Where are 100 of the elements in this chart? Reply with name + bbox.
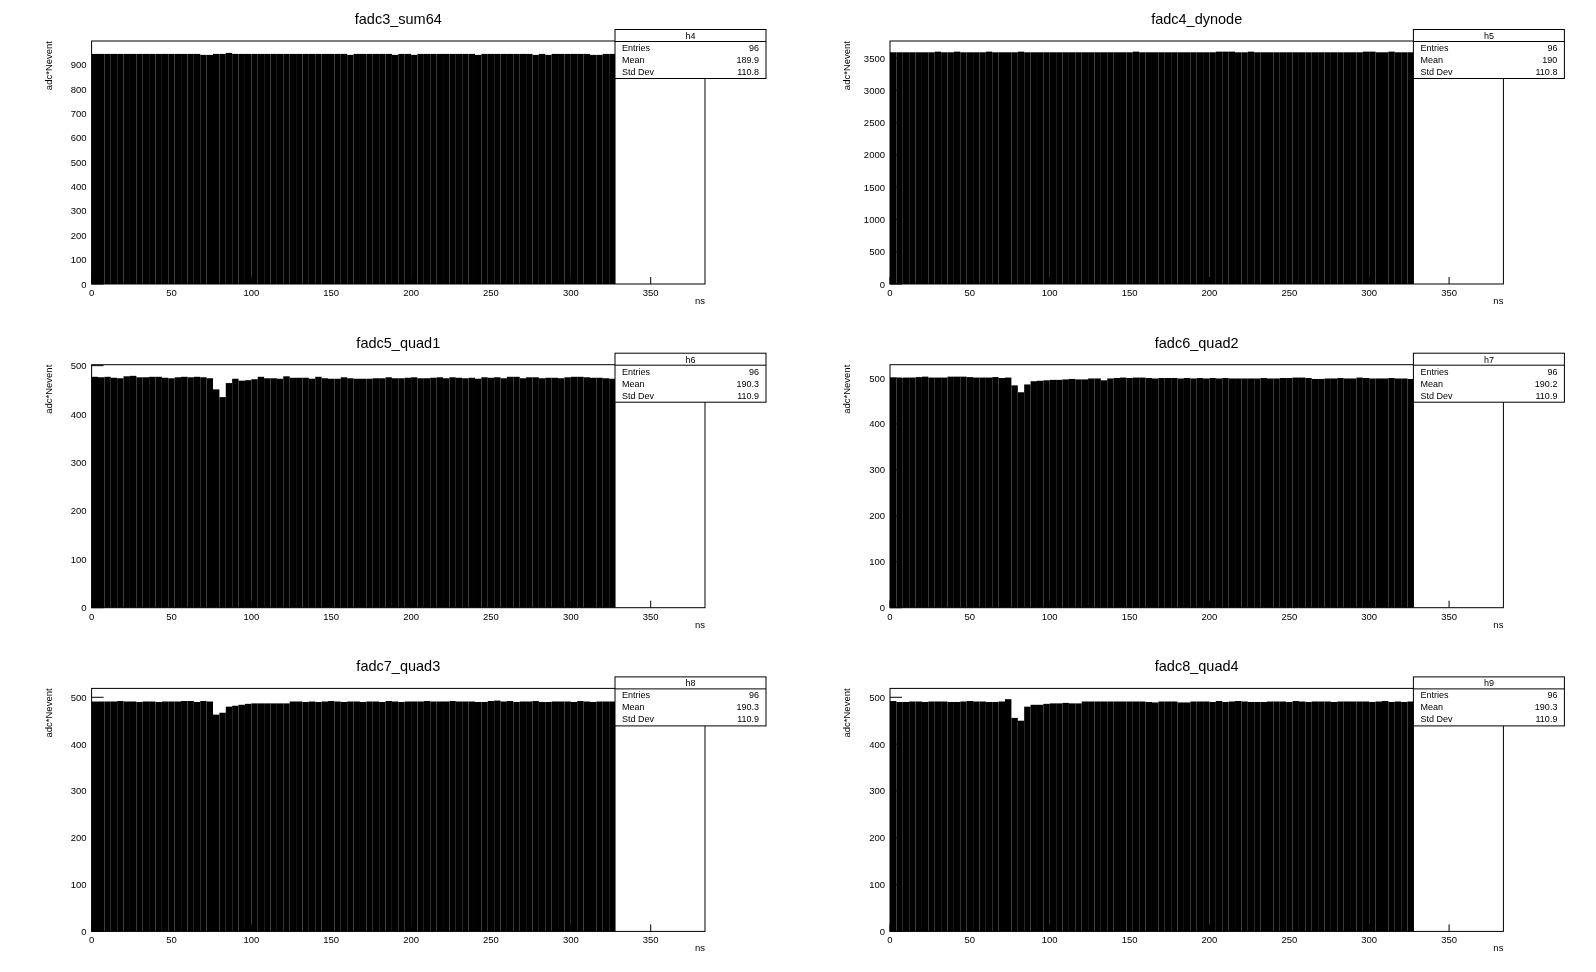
x-tick-label: 200	[1201, 934, 1218, 946]
y-tick-label: 1000	[863, 213, 885, 225]
annotation: Mean	[1420, 55, 1443, 65]
annotation: Std Dev	[622, 67, 655, 77]
y-tick-label: 3000	[863, 84, 885, 96]
y-tick-label: 300	[869, 785, 885, 797]
y-tick-label: 500	[70, 360, 87, 372]
annotation: Std Dev	[1420, 714, 1453, 725]
annotation: Mean	[622, 55, 645, 65]
y-tick-label: 0	[879, 278, 885, 290]
x-tick-label: 100	[1041, 287, 1058, 298]
chart-title: fadc6_quad2	[1154, 334, 1239, 351]
y-tick-label: 400	[70, 738, 87, 750]
annotation: Entries	[1420, 690, 1449, 701]
x-tick-label: 350	[642, 610, 659, 622]
y-tick-label: 600	[70, 132, 87, 144]
y-tick-label: 500	[869, 246, 885, 258]
y-tick-label: 300	[869, 464, 885, 476]
y-tick-label: 3500	[863, 52, 885, 64]
text: 96	[1547, 43, 1558, 53]
y-tick-label: 200	[70, 832, 87, 844]
y-tick-label: 0	[81, 925, 87, 937]
text: h8	[685, 678, 696, 689]
y-tick-label: 800	[70, 83, 87, 95]
y-axis-title: adc*Nevent	[841, 40, 852, 91]
text: 96	[748, 366, 759, 377]
x-tick-label: 300	[562, 287, 579, 298]
x-tick-label: 300	[1361, 610, 1378, 622]
x-axis-title: ns	[694, 618, 706, 630]
y-tick-label: 200	[869, 510, 885, 522]
annotation: Mean	[1420, 378, 1443, 389]
x-tick-label: 250	[483, 934, 499, 946]
y-tick-label: 900	[70, 59, 87, 71]
y-tick-label: 100	[869, 556, 885, 568]
text: 190.2	[1534, 378, 1558, 389]
chart-title: fadc8_quad4	[1154, 658, 1239, 675]
text: 190.3	[736, 378, 759, 389]
y-tick-label: 0	[879, 925, 885, 937]
x-tick-label: 150	[1121, 287, 1138, 298]
text: 96	[748, 43, 759, 53]
x-tick-label: 100	[243, 287, 260, 298]
x-tick-label: 250	[1281, 934, 1298, 946]
chart-title: fadc7_quad3	[356, 658, 441, 675]
y-tick-label: 700	[70, 108, 87, 120]
x-tick-label: 150	[1121, 610, 1138, 622]
x-tick-label: 0	[887, 287, 893, 298]
annotation: Entries	[622, 43, 651, 53]
y-tick-label: 1500	[863, 181, 885, 193]
y-tick-label: 400	[869, 738, 885, 750]
annotation: Std Dev	[1420, 390, 1453, 401]
x-tick-label: 200	[403, 610, 420, 622]
text: h7	[1483, 354, 1494, 365]
annotation: Entries	[622, 690, 651, 701]
chart-title: fadc5_quad1	[356, 334, 441, 351]
y-tick-label: 500	[869, 372, 885, 384]
x-tick-label: 100	[1041, 934, 1058, 946]
x-tick-label: 200	[403, 934, 420, 946]
x-tick-label: 250	[483, 287, 499, 298]
y-axis-title: adc*Nevent	[841, 688, 852, 738]
y-tick-label: 0	[879, 602, 885, 614]
x-tick-label: 50	[964, 934, 976, 946]
x-tick-label: 300	[562, 934, 579, 946]
x-tick-label: 150	[323, 934, 340, 946]
text: 110.9	[1535, 714, 1558, 725]
annotation: h6	[685, 354, 696, 365]
text: 110.9	[737, 714, 759, 725]
chart-title: fadc4_dynode	[1151, 11, 1243, 27]
x-tick-label: 200	[403, 287, 420, 298]
x-tick-label: 300	[562, 610, 579, 622]
x-tick-label: 350	[1441, 934, 1458, 946]
annotation: Entries	[622, 366, 651, 377]
text: 189.9	[736, 55, 759, 65]
x-tick-label: 100	[243, 610, 260, 622]
y-tick-label: 200	[70, 505, 87, 517]
annotation: Mean	[622, 378, 645, 389]
y-tick-label: 2500	[863, 117, 885, 129]
x-tick-label: 0	[887, 610, 893, 622]
y-tick-label: 0	[81, 602, 87, 614]
text: 190.3	[736, 702, 759, 713]
x-tick-label: 350	[642, 934, 659, 946]
text: 96	[1547, 366, 1558, 377]
x-tick-label: 50	[166, 610, 177, 622]
y-tick-label: 400	[70, 408, 87, 420]
text: 190	[1542, 55, 1558, 65]
x-axis-title: ns	[1493, 295, 1504, 306]
y-axis-title: adc*Nevent	[42, 688, 54, 738]
y-tick-label: 100	[869, 879, 885, 891]
y-tick-label: 400	[70, 181, 87, 193]
x-tick-label: 250	[483, 610, 499, 622]
y-tick-label: 100	[70, 879, 87, 891]
x-tick-label: 50	[166, 934, 177, 946]
annotation: h5	[1483, 31, 1494, 41]
text: 190.3	[1534, 702, 1558, 713]
y-tick-label: 100	[70, 254, 87, 266]
x-tick-label: 100	[1041, 610, 1058, 622]
y-tick-label: 200	[70, 229, 87, 241]
text: h9	[1483, 678, 1494, 689]
x-tick-label: 200	[1201, 287, 1218, 298]
y-tick-label: 500	[70, 156, 87, 168]
y-tick-label: 400	[869, 418, 885, 430]
